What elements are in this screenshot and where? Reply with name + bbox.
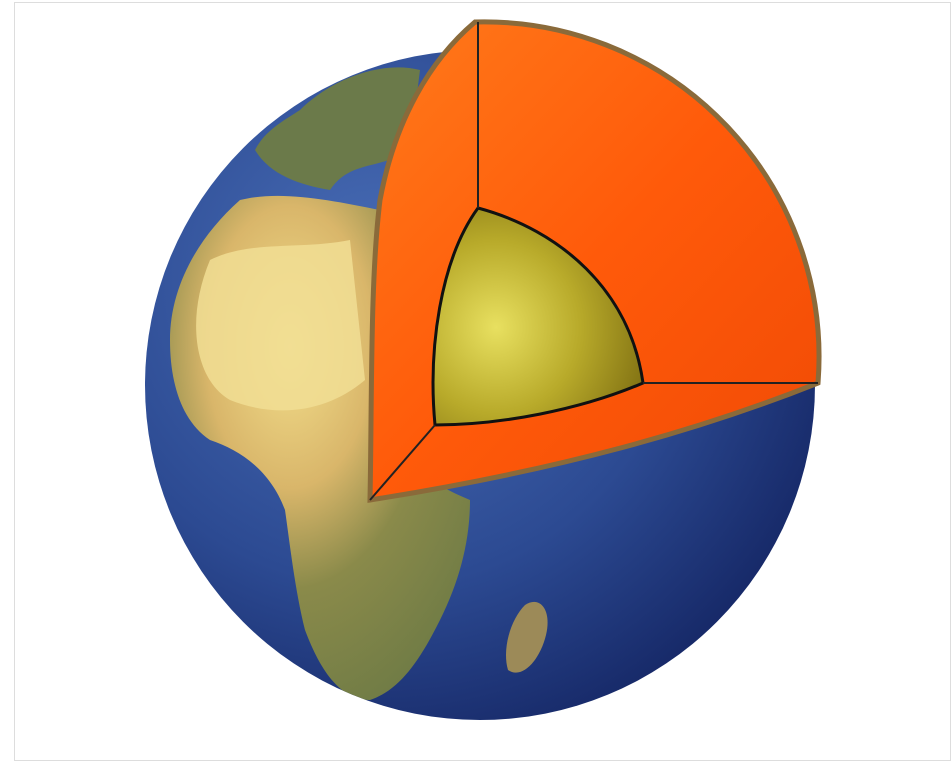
sahara: [196, 240, 365, 411]
inner-core: [431, 206, 645, 427]
cut-edge-diagonal: [369, 424, 436, 501]
madagascar: [505, 601, 548, 673]
europe: [255, 67, 420, 190]
continents: [170, 67, 548, 701]
